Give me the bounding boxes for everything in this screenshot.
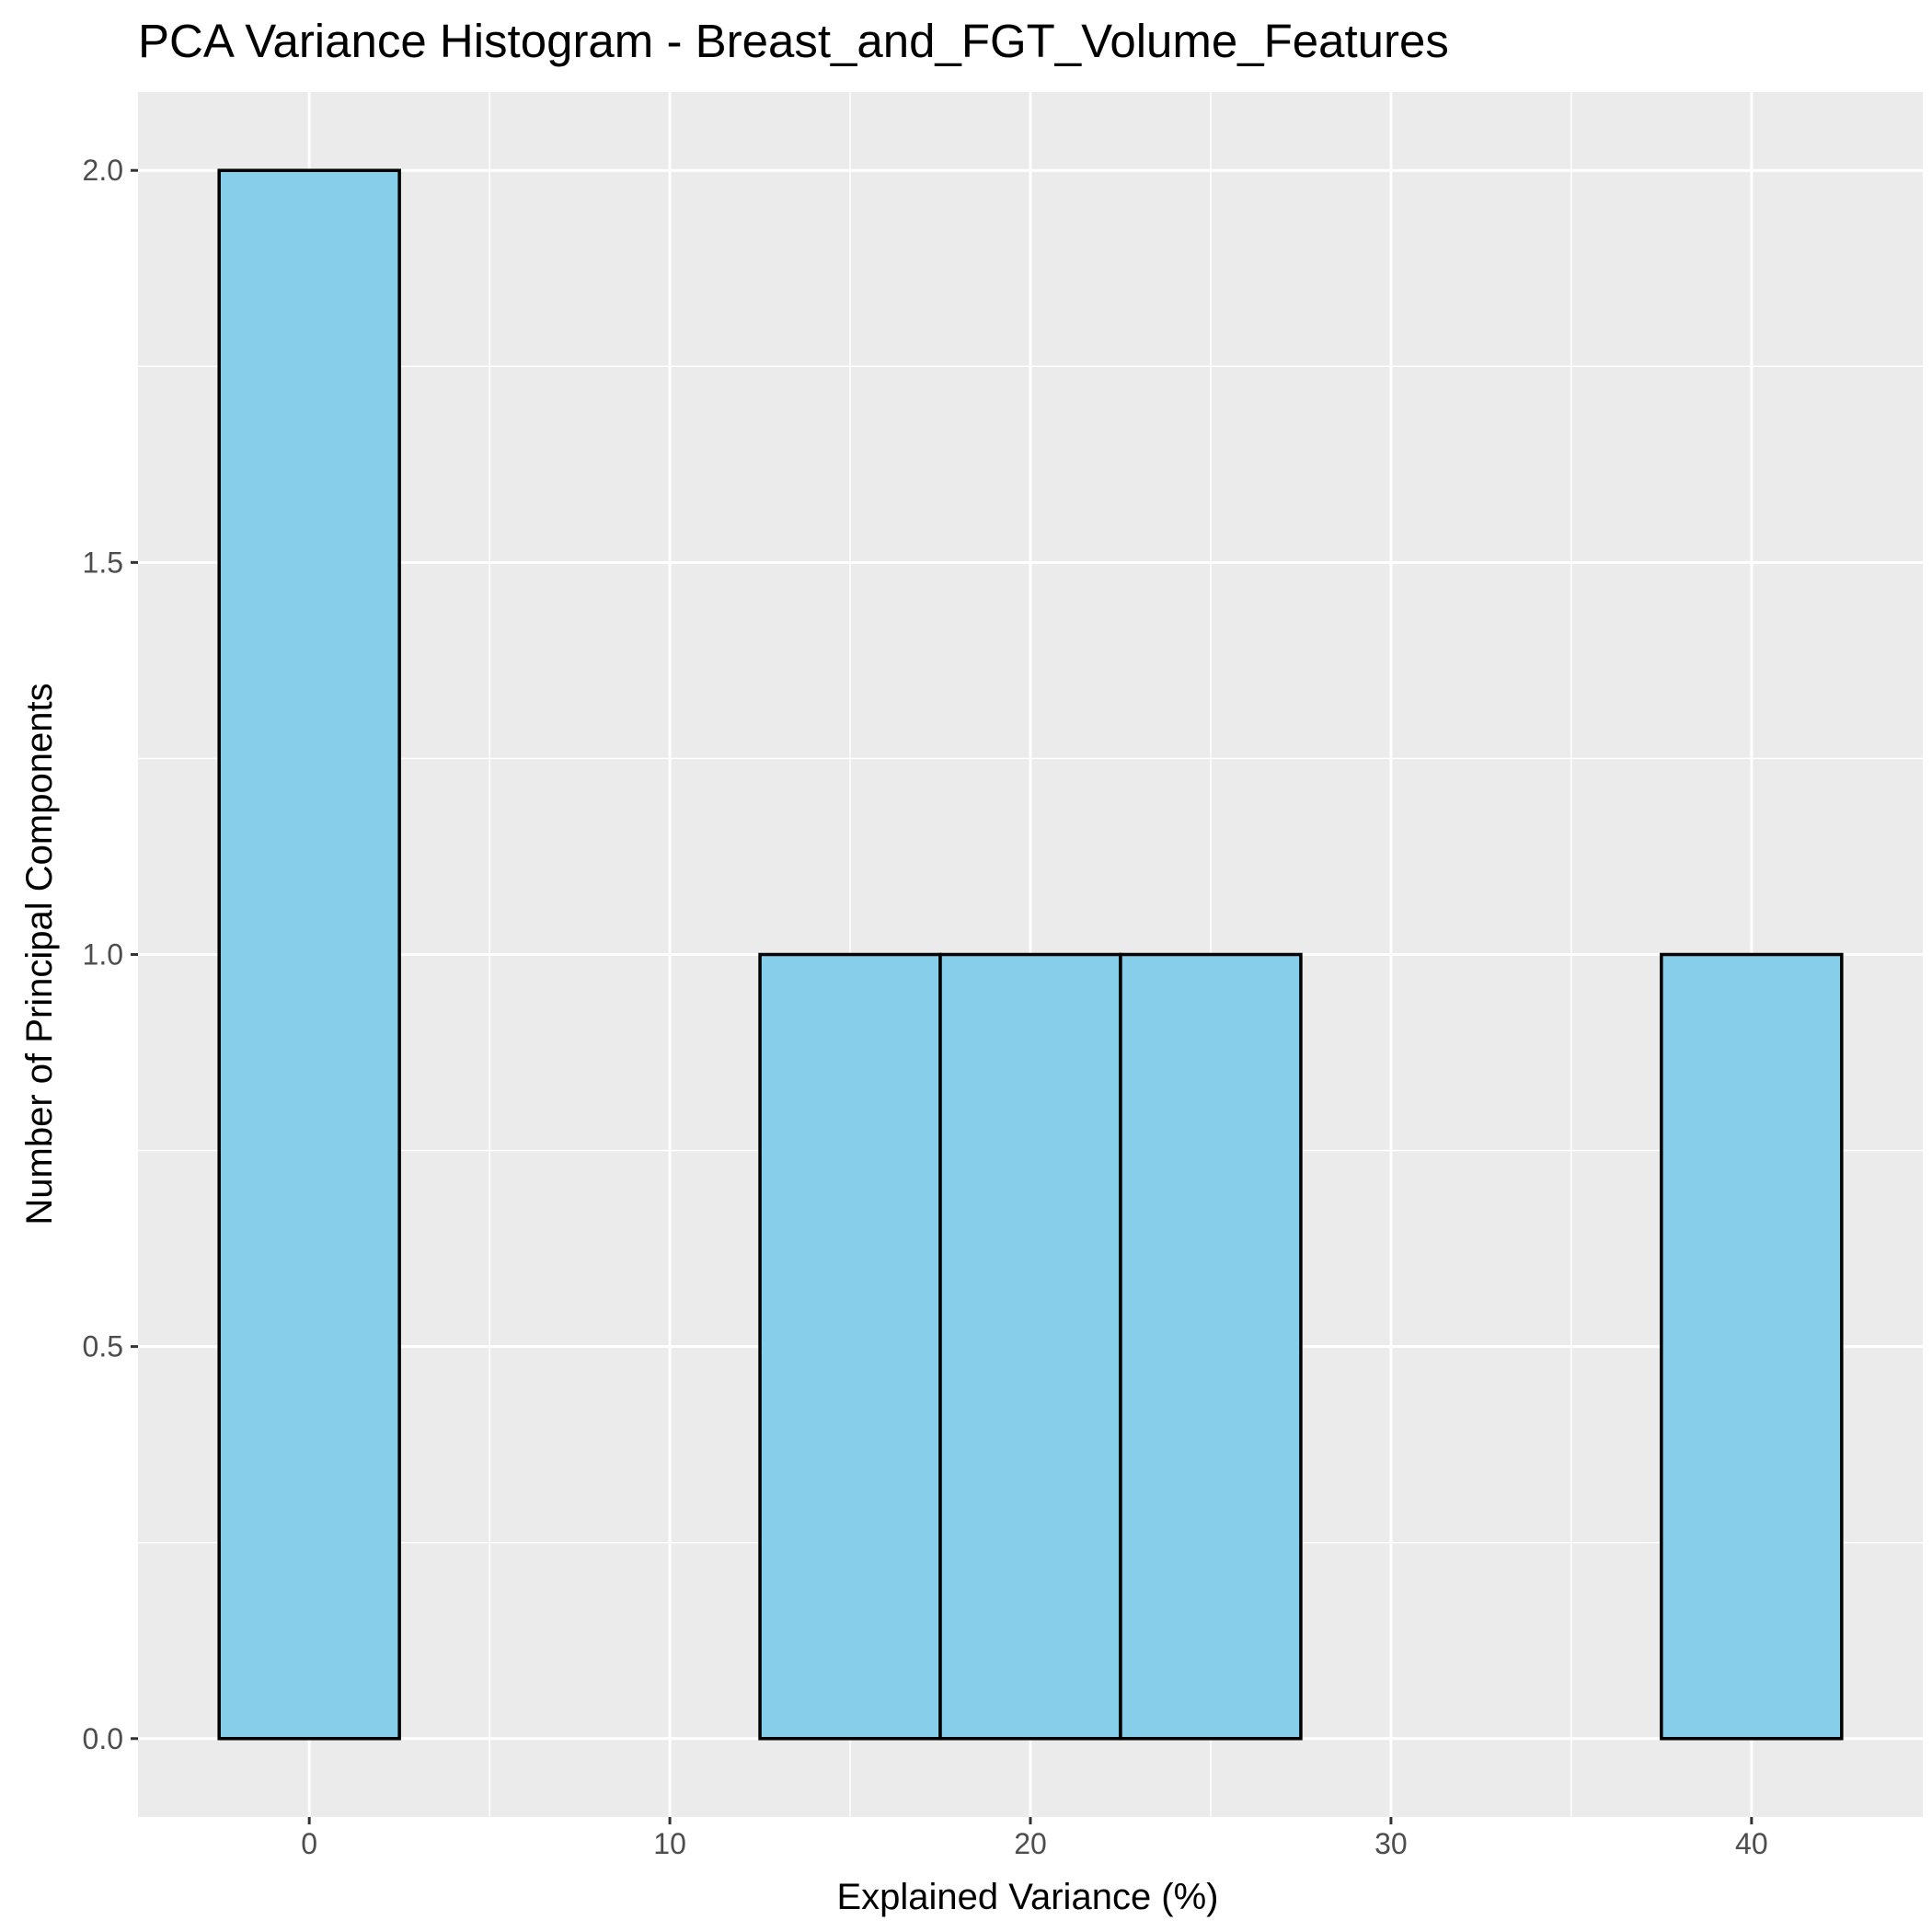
histogram-bar — [1660, 952, 1844, 1741]
x-tick-label: 20 — [1014, 1827, 1047, 1860]
histogram-bar — [1119, 952, 1303, 1741]
y-axis-title: Number of Principal Components — [19, 683, 60, 1225]
x-axis: 0 10 20 30 40 — [301, 1817, 1768, 1860]
y-tick-label: 2.0 — [83, 154, 123, 187]
histogram-bars — [217, 168, 1844, 1741]
y-axis: 0.0 0.5 1.0 1.5 2.0 — [83, 154, 138, 1755]
histogram-bar — [758, 952, 942, 1741]
y-tick-label: 1.0 — [83, 938, 123, 972]
y-tick-label: 0.5 — [83, 1330, 123, 1363]
y-tick-label: 1.5 — [83, 546, 123, 579]
x-tick-label: 10 — [653, 1827, 686, 1860]
y-tick-label: 0.0 — [83, 1722, 123, 1755]
x-axis-title: Explained Variance (%) — [836, 1877, 1218, 1917]
x-tick-label: 0 — [301, 1827, 317, 1860]
histogram-bar — [938, 952, 1122, 1741]
histogram-bar — [217, 168, 401, 1741]
x-tick-label: 40 — [1735, 1827, 1768, 1860]
chart-title: PCA Variance Histogram - Breast_and_FGT_… — [138, 15, 1449, 67]
x-tick-label: 30 — [1374, 1827, 1408, 1860]
